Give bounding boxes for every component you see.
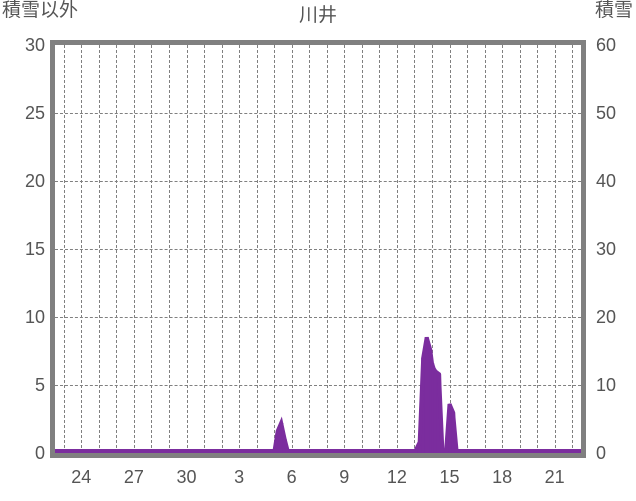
x-axis-tick-label: 21 bbox=[544, 467, 565, 487]
right-axis-tick-label: 0 bbox=[596, 443, 607, 463]
series-svg bbox=[55, 336, 581, 453]
precipitation-bar bbox=[421, 357, 426, 453]
precipitation-series bbox=[55, 336, 581, 453]
right-axis-tick-label: 60 bbox=[596, 35, 617, 55]
left-axis-title: 積雪以外 bbox=[2, 0, 79, 21]
right-axis-tick-label: 10 bbox=[596, 375, 617, 395]
right-axis-title: 積雪 bbox=[594, 0, 633, 21]
horizontal-gridline bbox=[55, 317, 581, 318]
page-title: 川井 bbox=[298, 5, 337, 26]
precipitation-bar bbox=[433, 371, 438, 453]
precipitation-bar bbox=[424, 337, 429, 453]
right-axis-tick-label: 40 bbox=[596, 171, 617, 191]
left-axis-tick-label: 5 bbox=[34, 375, 45, 395]
left-axis-tick-label: 10 bbox=[24, 307, 45, 327]
left-axis-tick-label: 30 bbox=[24, 35, 45, 55]
left-axis-tick-label: 20 bbox=[24, 171, 45, 191]
right-axis-tick-label: 20 bbox=[596, 307, 617, 327]
x-axis-tick-label: 30 bbox=[176, 467, 197, 487]
precipitation-bar bbox=[417, 442, 422, 453]
precipitation-bar bbox=[279, 423, 284, 453]
precipitation-trace bbox=[55, 336, 581, 453]
plot-gridlines bbox=[55, 45, 581, 453]
x-axis-tick-label: 12 bbox=[386, 467, 407, 487]
horizontal-gridline bbox=[55, 385, 581, 386]
x-axis-tick-label: 24 bbox=[71, 467, 92, 487]
horizontal-gridline bbox=[55, 113, 581, 114]
left-axis-tick-label: 25 bbox=[24, 103, 45, 123]
x-axis-tick-label: 15 bbox=[439, 467, 460, 487]
x-axis-tick-label: 3 bbox=[234, 467, 245, 487]
x-axis-tick-label: 9 bbox=[339, 467, 350, 487]
x-axis-tick-label: 6 bbox=[286, 467, 297, 487]
right-axis-tick-label: 50 bbox=[596, 103, 617, 123]
horizontal-gridline bbox=[55, 181, 581, 182]
left-axis-tick-label: 0 bbox=[34, 443, 45, 463]
left-axis-tick-label: 15 bbox=[24, 239, 45, 259]
right-axis-tick-label: 30 bbox=[596, 239, 617, 259]
x-axis-tick-label: 18 bbox=[492, 467, 513, 487]
x-axis-tick-label: 27 bbox=[123, 467, 144, 487]
series-layer bbox=[55, 45, 581, 453]
horizontal-gridline bbox=[55, 249, 581, 250]
